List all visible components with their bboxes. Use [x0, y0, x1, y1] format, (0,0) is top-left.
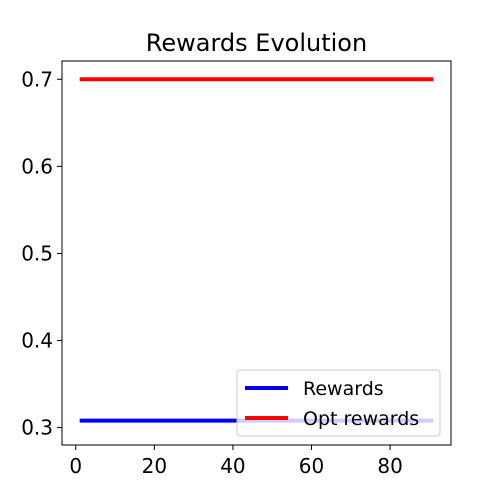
x-tick-label: 40 [220, 454, 245, 478]
legend-label: Rewards [303, 378, 384, 400]
x-axis-ticks: 0 20 40 60 80 [69, 445, 403, 478]
y-tick-label: 0.7 [21, 67, 53, 91]
chart-title: Rewards Evolution [146, 29, 367, 57]
x-tick-label: 0 [69, 454, 82, 478]
y-tick-label: 0.6 [21, 154, 53, 178]
legend: Rewards Opt rewards [236, 369, 441, 437]
x-tick-label: 20 [142, 454, 167, 478]
y-axis-ticks: 0.3 0.4 0.5 0.6 0.7 [21, 67, 62, 440]
series-layer [79, 77, 434, 423]
legend-label: Opt rewards [303, 408, 419, 430]
x-tick-label: 80 [377, 454, 402, 478]
x-tick-label: 60 [299, 454, 324, 478]
y-tick-label: 0.3 [21, 416, 53, 440]
y-tick-label: 0.5 [21, 241, 53, 265]
y-tick-label: 0.4 [21, 329, 53, 353]
